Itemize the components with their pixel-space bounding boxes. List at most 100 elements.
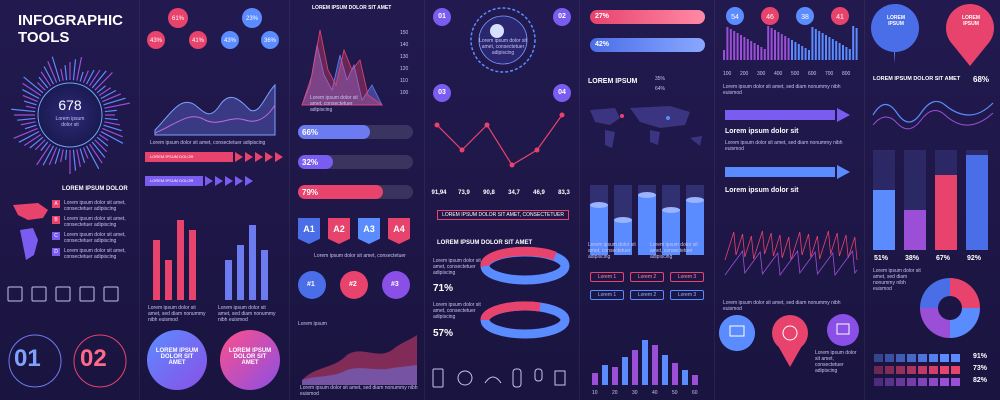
pin-bar [753,43,756,60]
lorem-button[interactable]: Lorem 3 [670,272,704,282]
heat-cell [918,354,927,362]
mini-pct-1: 35% [655,76,666,82]
radial-ray [85,69,95,85]
x-tick: 400 [774,71,783,77]
radial-ray [47,61,58,83]
chevron-fill [966,155,988,250]
lorem-button[interactable]: Lorem 1 [590,272,624,282]
radial-ray [22,94,38,103]
heat-cell [951,378,960,386]
heat-cell [907,366,916,374]
x-tick: 30 [632,390,638,396]
badge-3: #3 [391,281,399,288]
pct-bar-1 [590,10,705,24]
chevron-pct: 38% [905,255,920,262]
mountain-caption: Lorem ipsum dolor sit amet, consectetuer… [310,95,358,113]
chevron-pct: 67% [936,255,951,262]
pin-bar [852,26,855,60]
arrow-bars [145,152,283,186]
marker-pins [719,314,859,367]
radial-ray [64,65,68,81]
x-tick: 50 [672,390,678,396]
pin-bar [791,40,793,60]
bubble [147,31,165,49]
legend-key: B [52,216,60,224]
pin-marker [831,7,849,25]
tab-a2[interactable]: A2 [328,218,350,244]
lorem-button[interactable]: Lorem 1 [590,290,624,300]
heat-cell [874,366,883,374]
heat-cell [918,378,927,386]
folder-icon [55,286,71,302]
heat-cell [874,378,883,386]
legend-text: Lorem ipsum dolor sit amet, consectetuer… [64,232,126,244]
pin-bar [774,30,776,60]
radial-ray [29,136,44,149]
big-number-02: 02 [80,345,107,372]
pin-bar [811,27,814,60]
pct-bar-1-value: 27% [595,13,610,20]
pin-bar [794,42,797,60]
lorem-button[interactable]: Lorem 3 [670,290,704,300]
donut-caption-1: Lorem ipsum dolor sit amet, consectetuer… [433,258,481,276]
area-caption: Lorem ipsum dolor sit amet, sed diam non… [300,385,418,397]
heat-cell [907,378,916,386]
radial-ray [23,133,42,147]
lorem-button[interactable]: Lorem 2 [630,290,664,300]
donut-pct-1: 71% [433,283,454,294]
remote-icon [512,368,522,388]
cylinder-cap [614,217,632,223]
cylinder-chart [590,185,704,255]
pin-bar [763,49,766,60]
heat-cell [896,378,905,386]
arrow-progress-1-caption: Lorem ipsum dolor sit amet, sed diam non… [725,140,843,152]
column-4: 01 02 03 04 Lorem ipsum dolor sit amet, con… [425,0,580,400]
pin-bar [750,41,753,60]
radial-ray [48,147,58,166]
teardrop-label-1: LOREM IPSUM [886,15,906,27]
y-tick: 100 [400,90,409,96]
column-bar [189,230,196,300]
radial-ray [72,59,77,81]
chart-icon [836,323,850,335]
radial-ray [94,139,108,153]
column-7: LOREM IPSUM LOREM IPSUM LOREM IPSUM DOLO… [865,0,1000,400]
files-icon [31,286,47,302]
tab-a4[interactable]: A4 [388,218,410,244]
y-tick: 140 [400,42,409,48]
pin-marker [726,7,744,25]
line-value: 83,3 [558,190,570,196]
target-icon [782,325,798,341]
segment-donut [920,278,980,338]
line-chart-caption: LOREM IPSUM DOLOR SIT AMET, CONSECTETUER [437,210,569,220]
page-title: INFOGRAPHIC TOOLS [18,12,123,46]
lorem-button[interactable]: Lorem 2 [630,272,664,282]
radial-ray [60,68,64,81]
document-icon [7,286,23,302]
radial-ray [88,69,101,87]
pin-bar [821,33,824,60]
pin-bar [818,31,821,60]
bottom-bar [672,363,678,385]
column-6: 54 46 38 41 100 200 300 400 500 600 700 800 Lorem … [715,0,865,400]
edit-icon [103,286,119,302]
pin-bar [801,46,804,60]
bar-caption-left: Lorem ipsum dolor sit amet, sed diam non… [148,305,206,323]
bottom-bar [662,355,668,385]
id-card-icon [729,325,745,337]
x-tick: 40 [652,390,658,396]
radial-ray [60,149,64,163]
pin-bar [838,43,841,60]
y-tick: 150 [400,30,409,36]
arrow-progress-1-title: Lorem ipsum dolor sit [725,128,799,135]
x-tick: 500 [791,71,800,77]
title-line-1: INFOGRAPHIC [18,12,123,29]
legend-text: Lorem ipsum dolor sit amet, consectetuer… [64,200,126,212]
bottom-bar [632,350,638,385]
cylinder-fill [662,210,680,255]
column-bar [249,225,256,300]
tab-a1[interactable]: A1 [298,218,320,244]
column-3-heading: LOREM IPSUM DOLOR SIT AMET [312,5,392,11]
phone-icon [432,368,444,388]
tab-a3[interactable]: A3 [358,218,380,244]
